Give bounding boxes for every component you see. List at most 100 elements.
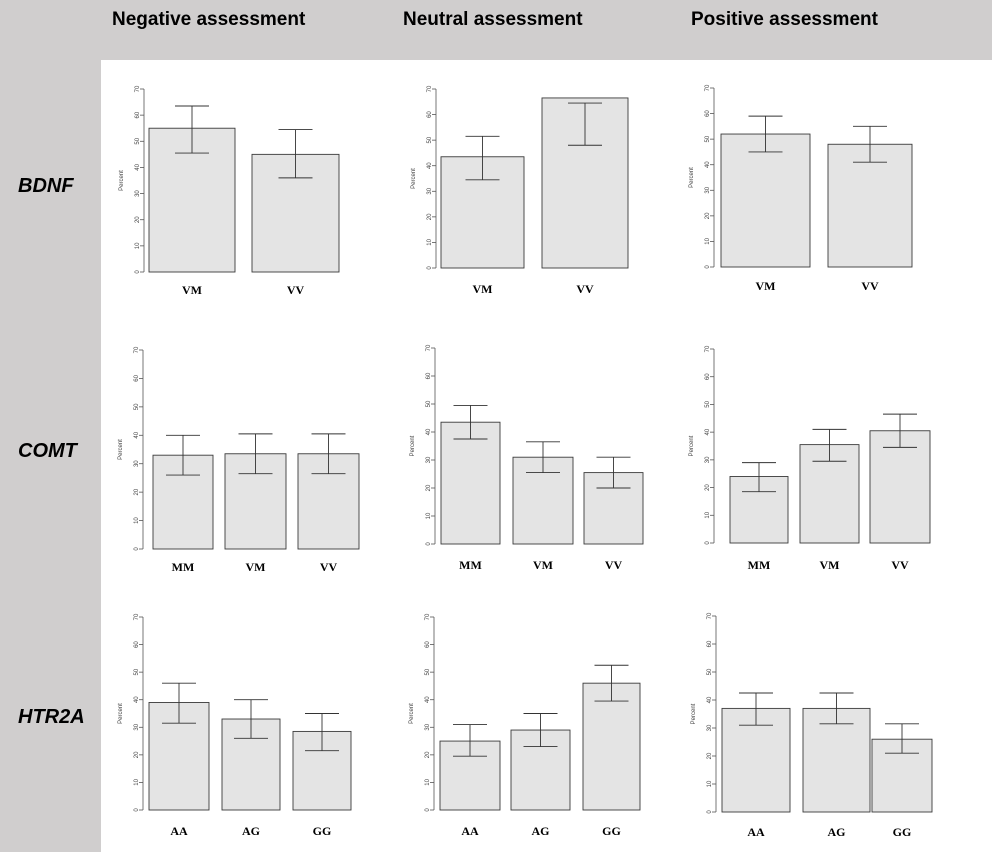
y-tick-label: 50: [427, 136, 433, 143]
y-tick-label: 30: [705, 456, 711, 463]
y-tick-label: 70: [135, 85, 141, 92]
y-tick-label: 70: [427, 85, 433, 92]
row-header-comt: COMT: [18, 440, 77, 462]
y-tick-label: 10: [134, 517, 140, 524]
row-header-bdnf: BDNF: [18, 175, 74, 197]
y-axis-label: Percent: [118, 703, 124, 724]
y-tick-label: 70: [426, 344, 432, 351]
y-tick-label: 0: [427, 266, 433, 270]
y-tick-label: 70: [134, 613, 140, 620]
bar: [440, 421, 501, 545]
chart-comt-neutral: 0 10 20 30 40 50 60 70 Percent MM VM VV: [410, 344, 644, 572]
y-tick-label: 0: [134, 808, 140, 812]
y-tick-label: 40: [134, 431, 140, 438]
y-tick-label: 40: [426, 428, 432, 435]
y-tick-label: 70: [425, 613, 431, 620]
y-tick-label: 20: [705, 212, 711, 219]
y-tick-label: 50: [705, 135, 711, 142]
category-label: VM: [756, 279, 776, 293]
y-axis-label: Percent: [410, 435, 416, 456]
category-label: AA: [170, 824, 188, 838]
y-tick-label: 60: [425, 641, 431, 648]
y-tick-label: 10: [707, 780, 713, 787]
category-label: AA: [461, 824, 479, 838]
y-tick-label: 10: [135, 242, 141, 249]
y-tick-label: 10: [425, 778, 431, 785]
bar: [720, 133, 811, 268]
category-label: AG: [828, 825, 846, 839]
y-tick-label: 0: [707, 810, 713, 814]
y-tick-label: 70: [707, 612, 713, 619]
column-header-positive: Positive assessment: [691, 9, 878, 30]
category-label: AG: [532, 824, 550, 838]
bar: [827, 143, 913, 268]
y-axis-label: Percent: [689, 167, 695, 188]
y-tick-label: 50: [135, 137, 141, 144]
y-tick-label: 30: [705, 186, 711, 193]
column-header-negative: Negative assessment: [112, 9, 306, 30]
category-label: MM: [172, 560, 195, 574]
chart-htr2a-positive: 0 10 20 30 40 50 60 70 Percent AA AG GG: [691, 612, 933, 839]
category-label: VM: [246, 560, 266, 574]
bar: [582, 682, 641, 811]
category-label: VM: [820, 558, 840, 572]
y-tick-label: 10: [705, 237, 711, 244]
column-header-band: [0, 0, 992, 60]
y-tick-label: 0: [425, 808, 431, 812]
y-tick-label: 0: [134, 547, 140, 551]
row-header-band: [0, 0, 101, 852]
category-label: GG: [313, 824, 332, 838]
category-label: VV: [605, 558, 623, 572]
y-tick-label: 40: [134, 696, 140, 703]
y-tick-label: 40: [707, 696, 713, 703]
category-label: VV: [576, 282, 594, 296]
y-tick-label: 30: [134, 723, 140, 730]
y-tick-label: 50: [134, 668, 140, 675]
y-axis-label: Percent: [691, 703, 697, 724]
category-label: VV: [891, 558, 909, 572]
y-tick-label: 60: [705, 373, 711, 380]
y-tick-label: 50: [707, 668, 713, 675]
y-axis-label: Percent: [118, 439, 124, 460]
y-tick-label: 10: [426, 512, 432, 519]
y-tick-label: 40: [425, 696, 431, 703]
y-tick-label: 20: [134, 488, 140, 495]
row-header-htr2a: HTR2A: [18, 706, 85, 728]
y-tick-label: 20: [425, 751, 431, 758]
y-tick-label: 30: [134, 460, 140, 467]
category-label: MM: [748, 558, 771, 572]
y-tick-label: 30: [427, 187, 433, 194]
category-label: VV: [861, 279, 879, 293]
chart-bdnf-negative: 0 10 20 30 40 50 60 70 Percent VM VV: [119, 85, 340, 297]
y-tick-label: 60: [135, 111, 141, 118]
y-tick-label: 50: [426, 400, 432, 407]
category-label: AA: [747, 825, 765, 839]
category-label: AG: [242, 824, 260, 838]
y-tick-label: 40: [705, 428, 711, 435]
y-tick-label: 60: [705, 110, 711, 117]
chart-bdnf-positive: 0 10 20 30 40 50 60 70 Percent VM VV: [689, 84, 913, 293]
y-tick-label: 0: [135, 270, 141, 274]
y-axis-label: Percent: [689, 435, 695, 456]
category-label: GG: [602, 824, 621, 838]
bar: [869, 430, 931, 544]
category-label: MM: [459, 558, 482, 572]
bar: [721, 707, 791, 813]
category-label: VM: [533, 558, 553, 572]
chart-comt-negative: 0 10 20 30 40 50 60 70 Percent MM VM VV: [118, 346, 360, 574]
y-tick-label: 70: [705, 84, 711, 91]
y-axis-label: Percent: [411, 168, 417, 189]
y-tick-label: 30: [426, 456, 432, 463]
y-tick-label: 20: [426, 484, 432, 491]
y-tick-label: 20: [135, 216, 141, 223]
y-tick-label: 20: [134, 751, 140, 758]
y-tick-label: 0: [426, 542, 432, 546]
category-label: VM: [473, 282, 493, 296]
y-tick-label: 0: [705, 265, 711, 269]
y-tick-label: 30: [707, 724, 713, 731]
category-label: VV: [287, 283, 305, 297]
chart-comt-positive: 0 10 20 30 40 50 60 70 Percent MM VM VV: [689, 345, 931, 572]
y-tick-label: 10: [134, 778, 140, 785]
y-tick-label: 60: [427, 111, 433, 118]
y-tick-label: 40: [427, 162, 433, 169]
